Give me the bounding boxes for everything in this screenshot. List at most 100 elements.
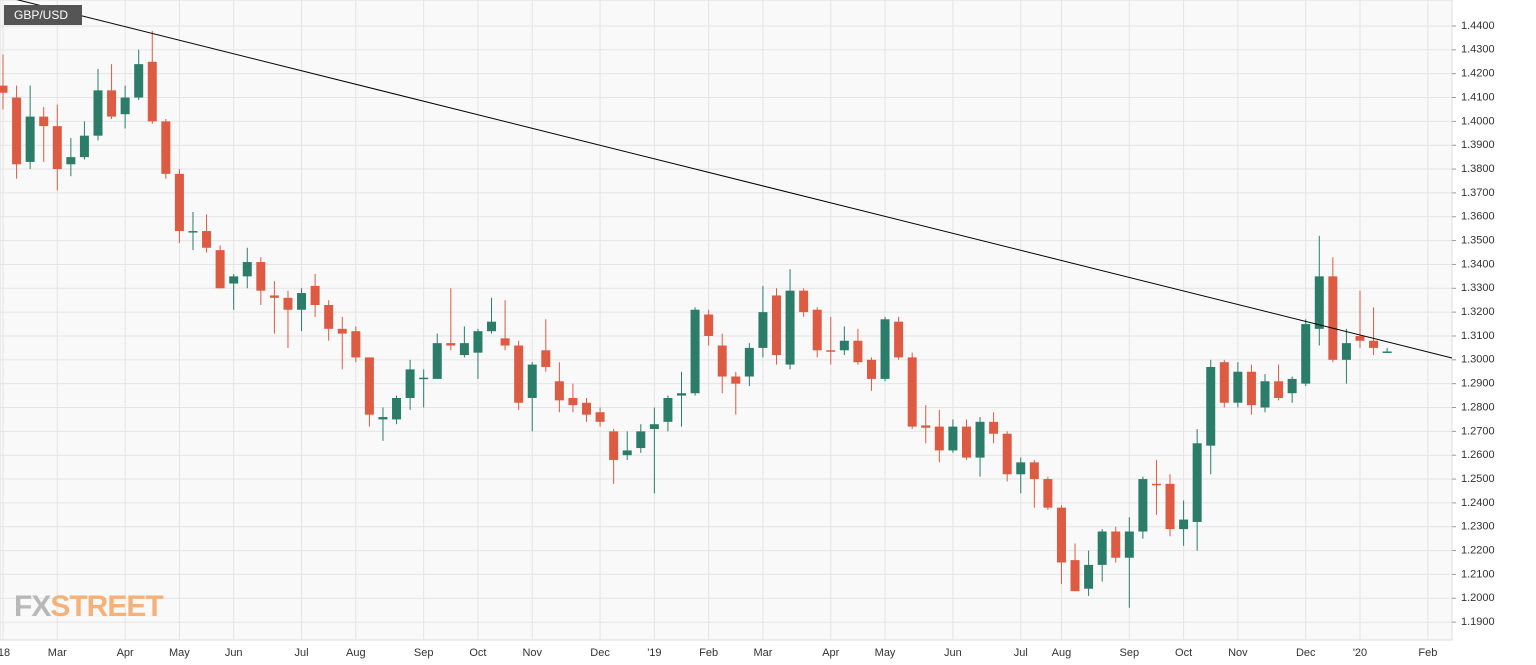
candle-body (799, 290, 809, 313)
candle-body (853, 340, 863, 363)
x-tick-label: Dec (590, 647, 610, 659)
candle-body (907, 357, 917, 427)
candle-body (649, 424, 659, 429)
plot-area (0, 0, 1453, 641)
candle-body (894, 321, 904, 358)
candle-body (609, 431, 619, 460)
trendline (16, 0, 1452, 359)
candle-body (975, 421, 985, 458)
candle-body (1151, 483, 1161, 486)
candle-body (1369, 340, 1379, 348)
y-tick-label: 1.4300 (1461, 44, 1495, 56)
axes: 1.1900 1.2000 1.2100 1.2200 1.2300 1.2400 1.25… (0, 20, 1495, 659)
candle-body (704, 314, 714, 336)
candle-body (120, 97, 130, 115)
candle-body (134, 64, 144, 98)
y-tick-label: 1.1900 (1461, 616, 1495, 628)
candle-body (1111, 531, 1121, 558)
candle-body (79, 135, 89, 158)
x-tick-label: Dec (1296, 647, 1316, 659)
y-tick-label: 1.3300 (1461, 282, 1495, 294)
y-tick-label: 1.2800 (1461, 401, 1495, 413)
candle-body (39, 116, 49, 127)
candle-body (554, 381, 564, 401)
x-tick-label: Nov (1228, 647, 1248, 659)
y-tick-label: 1.3200 (1461, 306, 1495, 318)
y-tick-label: 1.3600 (1461, 211, 1495, 223)
candle-body (527, 364, 537, 398)
candle-body (52, 126, 62, 170)
candle-body (771, 295, 781, 356)
candle-body (269, 295, 279, 298)
x-tick-label: Nov (522, 647, 542, 659)
candle-body (1070, 560, 1080, 592)
y-tick-label: 1.3900 (1461, 139, 1495, 151)
x-tick-label: Apr (822, 647, 839, 659)
y-tick-label: 1.2000 (1461, 592, 1495, 604)
candle-body (812, 309, 822, 351)
x-tick-label: Sep (1120, 647, 1140, 659)
candle-body (432, 343, 442, 379)
candle-body (961, 426, 971, 458)
candle-body (1328, 276, 1338, 360)
candle-body (337, 328, 347, 334)
candle-body (12, 97, 22, 165)
candle-body (731, 376, 741, 384)
candle-body (1355, 335, 1365, 341)
candle-body (500, 338, 510, 346)
candle-body (934, 426, 944, 451)
candle-body (921, 425, 931, 428)
candle-body (758, 312, 768, 348)
candle-body (107, 90, 117, 117)
y-tick-label: 1.2400 (1461, 497, 1495, 509)
candle-body (1219, 362, 1229, 403)
y-tick-label: 1.3000 (1461, 354, 1495, 366)
x-tick-label: Feb (1418, 647, 1437, 659)
candle-body (1260, 381, 1270, 408)
candle-body (473, 331, 483, 353)
x-tick-label: '20 (1353, 647, 1367, 659)
candle-body (256, 262, 266, 291)
x-tick-label: Jun (225, 647, 243, 659)
x-tick-label: Oct (1175, 647, 1192, 659)
candle-body (744, 347, 754, 377)
candle-body (1165, 483, 1175, 530)
candle-body (826, 350, 836, 352)
candle-body (1192, 443, 1202, 522)
y-tick-label: 1.3800 (1461, 163, 1495, 175)
x-tick-label: May (875, 647, 896, 659)
candle-body (1097, 531, 1107, 565)
candle-body (568, 397, 578, 406)
x-tick-label: '19 (647, 647, 661, 659)
x-tick-label: Sep (414, 647, 434, 659)
watermark-part: FX (14, 590, 51, 623)
candle-body (785, 290, 795, 365)
candle-body (0, 85, 8, 93)
y-tick-label: 1.3700 (1461, 187, 1495, 199)
candle-body (663, 397, 673, 422)
candle-body (514, 345, 524, 403)
watermark: FXSTREET (14, 590, 163, 623)
y-tick-label: 1.4200 (1461, 68, 1495, 80)
x-tick-label: '18 (0, 647, 10, 659)
candle-body (1301, 324, 1311, 384)
candle-body (364, 357, 374, 415)
candle-body (351, 331, 361, 358)
x-tick-label: Mar (753, 647, 772, 659)
y-tick-label: 1.3100 (1461, 330, 1495, 342)
y-tick-label: 1.2600 (1461, 449, 1495, 461)
candle-body (1138, 479, 1148, 532)
x-tick-label: Jul (295, 647, 309, 659)
candle-body (622, 450, 632, 456)
x-tick-label: Feb (699, 647, 718, 659)
y-tick-label: 1.3400 (1461, 258, 1495, 270)
candle-body (1233, 371, 1243, 403)
y-tick-label: 1.2200 (1461, 544, 1495, 556)
candle-body (188, 231, 198, 233)
candle-body (202, 231, 212, 248)
candle-body (1314, 276, 1324, 329)
candle-body (1056, 507, 1066, 563)
candle-body (1382, 351, 1392, 353)
candle-body (636, 431, 646, 449)
